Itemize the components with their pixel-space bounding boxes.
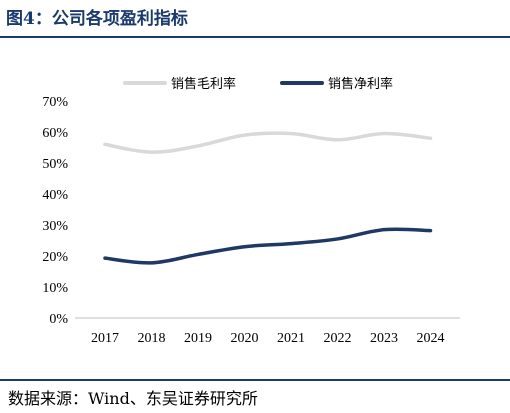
x-tick-label: 2018 bbox=[138, 331, 166, 346]
x-tick-label: 2021 bbox=[277, 331, 305, 346]
y-tick-label: 60% bbox=[42, 126, 68, 141]
x-tick-label: 2022 bbox=[324, 331, 352, 346]
y-tick-label: 20% bbox=[42, 250, 68, 265]
x-tick-label: 2023 bbox=[370, 331, 398, 346]
source-divider bbox=[0, 379, 510, 381]
y-tick-label: 10% bbox=[42, 281, 68, 296]
data-source-note: 数据来源：Wind、东吴证券研究所 bbox=[8, 389, 258, 408]
figure-title: 图4：公司各项盈利指标 bbox=[6, 9, 188, 29]
x-tick-label: 2024 bbox=[417, 331, 445, 346]
y-tick-label: 40% bbox=[42, 188, 68, 203]
legend-label: 销售净利率 bbox=[328, 76, 393, 92]
y-tick-label: 50% bbox=[42, 157, 68, 172]
chart-legend: 销售毛利率 销售净利率 bbox=[123, 76, 393, 92]
margin-line-chart: 销售毛利率 销售净利率 0%10%20%30%40%50%60%70% 2017 2… bbox=[42, 76, 460, 346]
x-axis: 2017 2018 2019 2020 2021 2022 2023 2024 bbox=[75, 317, 460, 346]
y-tick-label: 70% bbox=[42, 95, 68, 110]
y-tick-label: 30% bbox=[42, 219, 68, 234]
y-axis: 0% 10% 20% 30% 40% 50% 60% 70% bbox=[42, 95, 68, 327]
x-tick-label: 2019 bbox=[184, 331, 212, 346]
series-line-gross-margin bbox=[103, 131, 433, 154]
x-tick-label: 2017 bbox=[91, 331, 119, 346]
legend-label: 销售毛利率 bbox=[171, 76, 236, 92]
chart-series bbox=[103, 131, 433, 265]
y-tick-label: 0% bbox=[49, 312, 68, 327]
title-divider bbox=[0, 36, 510, 38]
series-line-net-margin bbox=[103, 227, 433, 265]
x-tick-label: 2020 bbox=[231, 331, 259, 346]
